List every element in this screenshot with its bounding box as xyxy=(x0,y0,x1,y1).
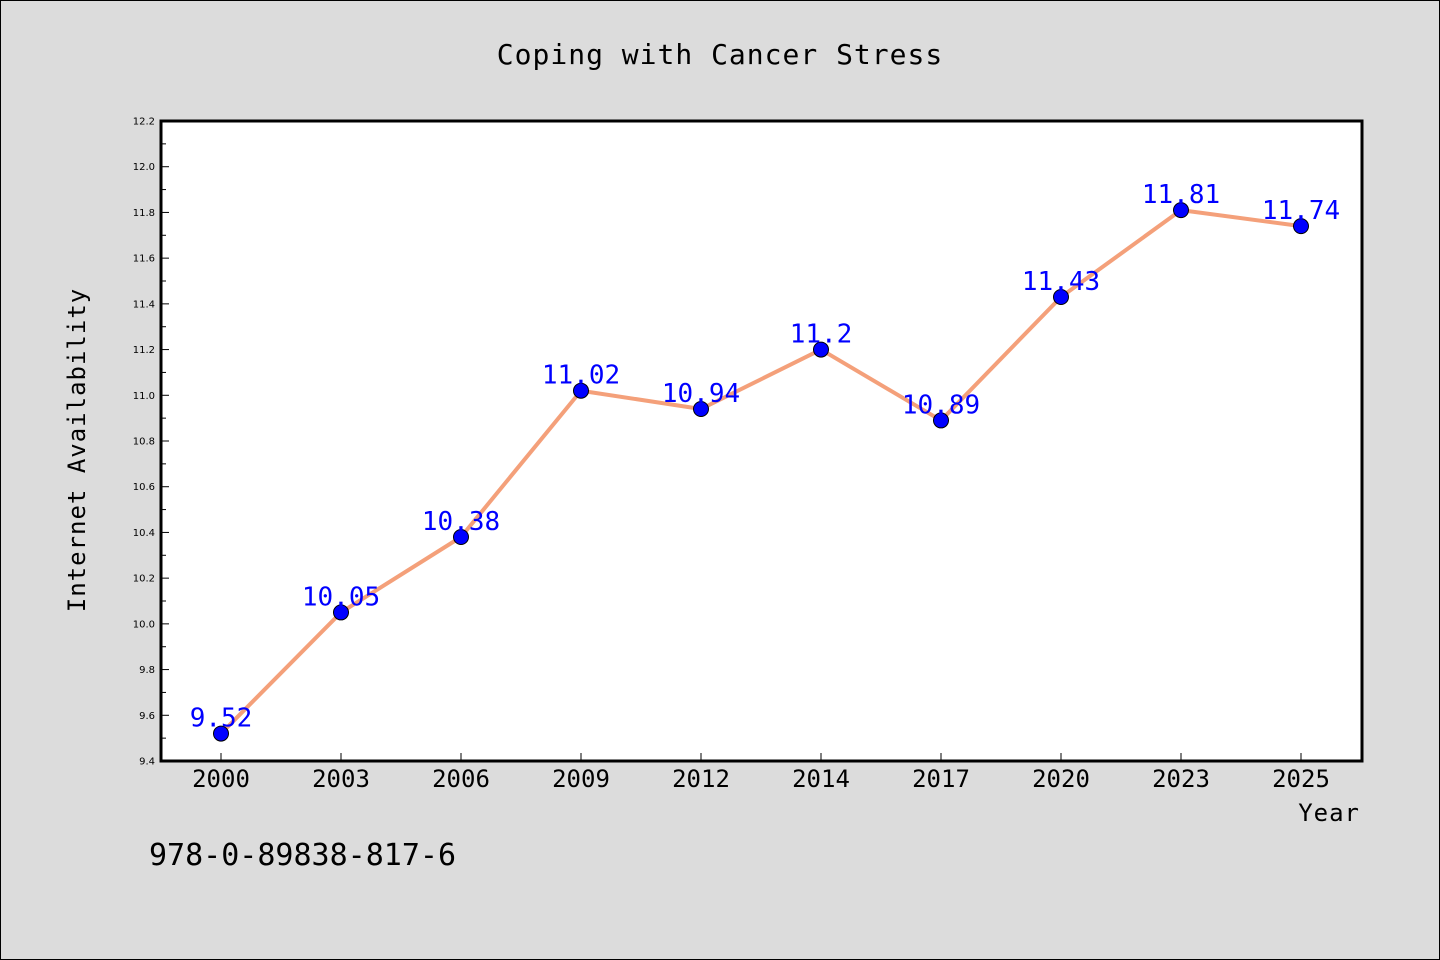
data-points xyxy=(213,202,1309,742)
y-tick-label: 11.4 xyxy=(133,299,155,310)
x-tick-label: 2000 xyxy=(192,765,250,793)
data-label: 11.02 xyxy=(542,361,620,391)
x-axis-label: Year xyxy=(1298,799,1360,827)
y-tick-label: 11.8 xyxy=(133,208,155,219)
series-line xyxy=(219,208,1302,735)
x-tick-label: 2006 xyxy=(432,765,490,793)
x-tick-label: 2012 xyxy=(672,765,730,793)
y-tick-label: 9.8 xyxy=(139,665,155,676)
x-tick-label: 2014 xyxy=(792,765,850,793)
data-point xyxy=(1053,289,1069,305)
y-tick-label: 9.4 xyxy=(139,757,155,768)
y-tick-label: 10.0 xyxy=(133,619,155,630)
data-point xyxy=(213,725,229,742)
y-tick-label: 11.2 xyxy=(133,345,155,356)
x-tick-label: 2025 xyxy=(1272,765,1330,793)
data-point xyxy=(453,529,469,545)
y-tick-label: 12.2 xyxy=(133,117,155,128)
data-point xyxy=(693,401,709,417)
data-label: 10.05 xyxy=(302,582,380,612)
y-axis-ticks: 9.4 9.6 9.8 10.0 10.2 10.4 10.6 10.8 11.0 11.2 11.… xyxy=(133,117,169,768)
y-tick-label: 10.8 xyxy=(133,437,155,448)
y-tick-label: 10.6 xyxy=(133,482,155,493)
data-label: 11.2 xyxy=(790,320,853,350)
plot-area xyxy=(159,119,1364,763)
y-tick-label: 11.6 xyxy=(133,254,155,265)
x-axis-ticks: 2000 2003 2006 2009 2012 2014 2017 2020 2023 2025 xyxy=(192,753,1330,793)
data-point xyxy=(573,382,589,399)
data-point xyxy=(933,412,949,429)
data-point xyxy=(1293,218,1309,235)
x-tick-label: 2023 xyxy=(1152,765,1210,793)
isbn-text: 978-0-89838-817-6 xyxy=(149,838,456,873)
data-label: 10.94 xyxy=(662,379,740,409)
x-tick-label: 2020 xyxy=(1032,765,1090,793)
data-point xyxy=(333,604,349,621)
data-label: 11.74 xyxy=(1262,196,1340,226)
x-tick-label: 2009 xyxy=(552,765,610,793)
x-tick-label: 2003 xyxy=(312,765,370,793)
chart-title: Coping with Cancer Stress xyxy=(497,38,943,71)
data-label: 11.43 xyxy=(1022,267,1100,297)
y-tick-label: 10.4 xyxy=(133,528,155,539)
y-tick-label: 10.2 xyxy=(133,574,155,585)
x-tick-label: 2017 xyxy=(912,765,970,793)
y-tick-label: 9.6 xyxy=(139,711,155,722)
data-label: 10.38 xyxy=(422,507,500,537)
data-label: 10.89 xyxy=(902,390,980,420)
y-axis-label: Internet Availability xyxy=(63,288,91,612)
data-label: 9.52 xyxy=(190,704,253,734)
data-point xyxy=(813,341,829,358)
data-labels: 9.52 10.05 10.38 11.02 10.94 11.2 10.89 11.43 11… xyxy=(190,180,1340,733)
y-tick-label: 11.0 xyxy=(133,391,155,402)
data-label: 11.81 xyxy=(1142,180,1220,210)
data-point xyxy=(1173,202,1189,219)
y-tick-label: 12.0 xyxy=(133,162,155,173)
